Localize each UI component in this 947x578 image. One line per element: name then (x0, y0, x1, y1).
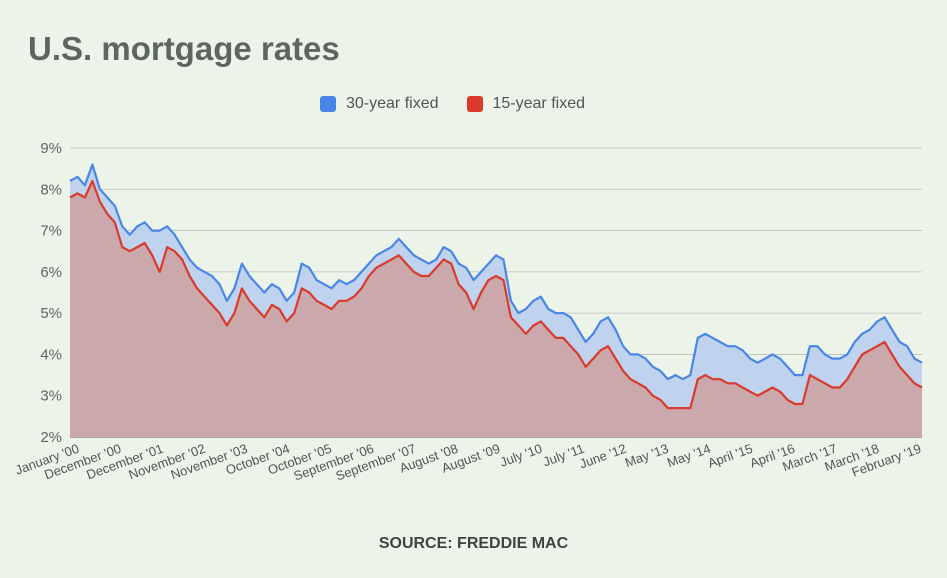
legend-item-15-year[interactable]: 15-year fixed (466, 95, 586, 113)
x-tick-label: July '10 (498, 441, 544, 470)
y-tick-label: 9% (40, 140, 62, 157)
legend-label-15-year: 15-year fixed (492, 95, 586, 112)
y-tick-label: 4% (40, 346, 62, 363)
x-tick-label: April '15 (706, 441, 755, 471)
x-tick-label: June '12 (577, 441, 628, 472)
source-note: SOURCE: FREDDIE MAC (378, 535, 569, 552)
y-tick-label: 6% (40, 264, 62, 281)
y-tick-label: 5% (40, 305, 62, 322)
line-30-year (69, 163, 923, 381)
x-tick-label: May '14 (665, 441, 713, 471)
y-tick-label: 8% (40, 181, 62, 198)
y-tick-label: 2% (40, 429, 62, 446)
legend-label-30-year: 30-year fixed (346, 95, 439, 112)
series-areas (69, 163, 923, 437)
x-tick-label: May '13 (623, 441, 671, 471)
area-15-year (70, 181, 922, 437)
y-tick-label: 3% (40, 388, 62, 405)
line-15-year (69, 179, 923, 410)
y-axis-ticks: 2% 3% 4% 5% 6% 7% 8% 9% (40, 140, 62, 446)
legend-item-30-year[interactable]: 30-year fixed (320, 95, 439, 113)
chart-title: U.S. mortgage rates (28, 30, 340, 67)
legend: 30-year fixed 15-year fixed (320, 95, 599, 113)
legend-swatch-30-year (320, 96, 336, 112)
y-tick-label: 7% (40, 223, 62, 240)
legend-swatch-15-year (466, 96, 483, 112)
